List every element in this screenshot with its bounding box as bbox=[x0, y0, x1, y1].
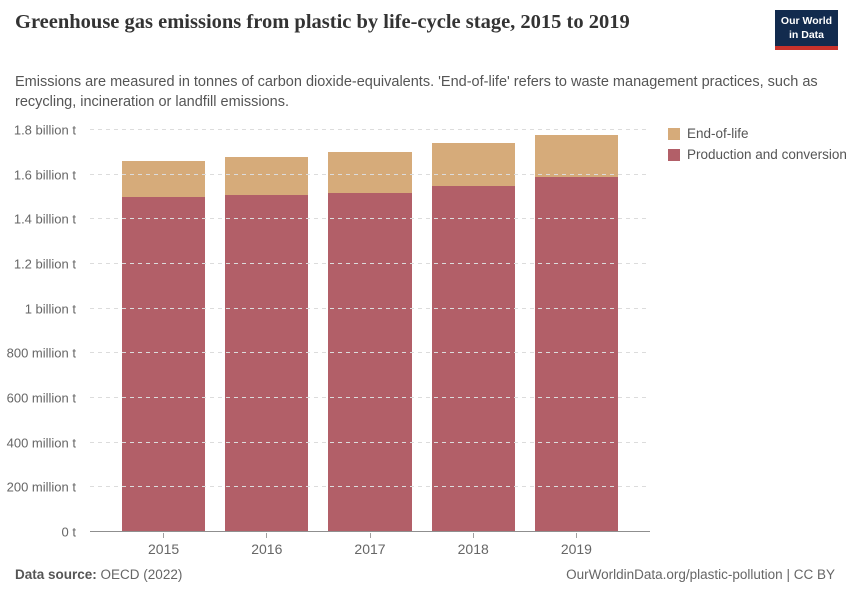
owid-logo[interactable]: Our World in Data bbox=[775, 10, 838, 51]
bar-2019[interactable] bbox=[534, 134, 619, 532]
y-axis-tick-label: 400 million t bbox=[6, 435, 76, 451]
y-axis-tick-label: 800 million t bbox=[6, 345, 76, 361]
x-axis-line bbox=[90, 531, 650, 532]
x-axis-tick-cell: 2015 bbox=[122, 533, 205, 557]
y-axis-tick-label: 600 million t bbox=[6, 390, 76, 406]
gridline bbox=[90, 263, 650, 264]
x-axis-tick-label: 2016 bbox=[251, 541, 283, 557]
bar-2016[interactable] bbox=[225, 156, 309, 532]
gridline bbox=[90, 397, 650, 398]
gridline bbox=[90, 218, 650, 220]
x-axis-tick-cell: 2016 bbox=[225, 533, 308, 557]
gridline bbox=[90, 352, 650, 354]
x-axis-tick-label: 2015 bbox=[148, 541, 180, 557]
gridline bbox=[90, 129, 650, 130]
y-axis-tick-label: 1.6 billion t bbox=[13, 167, 76, 183]
chart-footer: Data source: OECD (2022) OurWorldinData.… bbox=[15, 567, 835, 582]
y-axis-tick-label: 200 million t bbox=[6, 479, 76, 495]
gridline bbox=[90, 173, 650, 175]
x-axis-tick bbox=[472, 533, 474, 538]
x-axis-tick-cell: 2018 bbox=[432, 533, 515, 557]
bar-segment[interactable] bbox=[534, 176, 619, 532]
bar-segment[interactable] bbox=[328, 152, 412, 193]
y-axis-tick-label: 1.2 billion t bbox=[13, 256, 76, 272]
bar-2018[interactable] bbox=[431, 143, 515, 532]
x-axis-tick-label: 2018 bbox=[457, 541, 489, 557]
owid-url-link[interactable]: OurWorldinData.org/plastic-pollution bbox=[566, 567, 783, 582]
y-axis-labels: 0 t 200 million t 400 million t 600 million… bbox=[0, 123, 83, 540]
bars-container bbox=[90, 130, 650, 532]
plot-area bbox=[90, 129, 650, 532]
y-axis-tick-label: 0 t bbox=[61, 524, 76, 540]
bar-2017[interactable] bbox=[328, 152, 412, 532]
owid-logo-line1: Our World bbox=[780, 15, 833, 27]
data-source-label: Data source: bbox=[15, 567, 97, 582]
x-axis-tick bbox=[266, 533, 268, 538]
bar-segment[interactable] bbox=[225, 156, 309, 195]
attribution: OurWorldinData.org/plastic-pollution | C… bbox=[566, 567, 835, 582]
bar-segment[interactable] bbox=[328, 192, 412, 532]
x-axis-tick-label: 2017 bbox=[354, 541, 386, 557]
gridline bbox=[90, 441, 650, 443]
chart-title: Greenhouse gas emissions from plastic by… bbox=[15, 11, 630, 33]
legend-swatch bbox=[668, 127, 680, 140]
x-axis-labels: 2015 2016 2017 2018 2019 bbox=[90, 533, 650, 557]
legend-item-end-of-life[interactable]: End-of-life bbox=[668, 126, 847, 141]
chart-subtitle: Emissions are measured in tonnes of carb… bbox=[15, 74, 818, 111]
bar-2015[interactable] bbox=[122, 161, 206, 532]
x-axis-tick bbox=[163, 533, 165, 538]
legend-item-production-and-conversion[interactable]: Production and conversion bbox=[668, 147, 847, 162]
bar-segment[interactable] bbox=[431, 185, 515, 532]
bar-segment[interactable] bbox=[225, 194, 309, 532]
owid-logo-line2: in Data bbox=[788, 28, 824, 41]
bar-segment[interactable] bbox=[122, 161, 206, 197]
license-label: CC BY bbox=[793, 567, 835, 582]
x-axis-tick-cell: 2017 bbox=[328, 533, 411, 557]
y-axis-tick-label: 1.8 billion t bbox=[13, 122, 76, 138]
attribution-separator: | bbox=[786, 567, 790, 582]
bar-segment[interactable] bbox=[534, 134, 619, 177]
x-axis-tick-label: 2019 bbox=[560, 541, 592, 557]
bar-segment[interactable] bbox=[122, 197, 206, 532]
y-axis-tick-label: 1.4 billion t bbox=[13, 211, 76, 227]
data-source-value: OECD (2022) bbox=[100, 567, 183, 582]
legend-label: Production and conversion bbox=[687, 147, 847, 162]
gridline bbox=[90, 307, 650, 309]
data-source: Data source: OECD (2022) bbox=[15, 567, 182, 582]
bar-segment[interactable] bbox=[431, 143, 515, 186]
x-axis-tick bbox=[575, 533, 577, 538]
gridline bbox=[90, 486, 650, 488]
legend: End-of-life Production and conversion bbox=[668, 126, 847, 168]
x-axis-tick-cell: 2019 bbox=[535, 533, 618, 557]
legend-label: End-of-life bbox=[687, 126, 749, 141]
y-axis-tick-label: 1 billion t bbox=[24, 301, 76, 317]
legend-swatch bbox=[668, 148, 680, 161]
x-axis-tick bbox=[369, 533, 371, 538]
